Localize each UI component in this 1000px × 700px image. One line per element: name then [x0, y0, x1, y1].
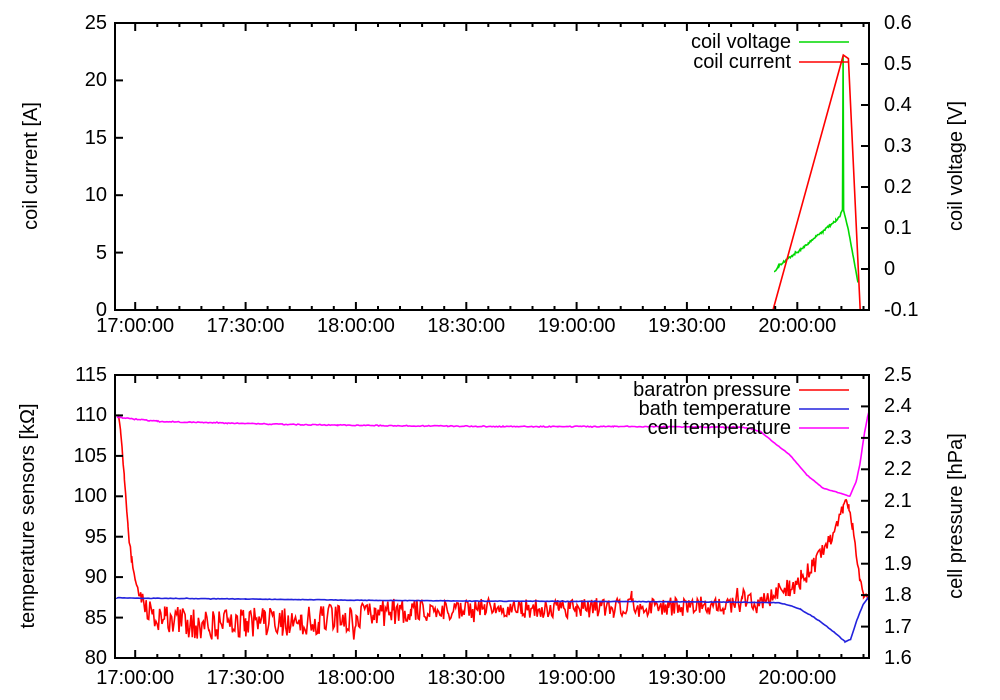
bottom-y2-tick-label: 2.2 — [884, 458, 912, 481]
series-cell-temperature — [116, 411, 870, 498]
legend-cell-temperature: cell temperature — [647, 417, 791, 439]
bottom-x-tick-label: 18:30:00 — [427, 667, 506, 689]
legend-coil-current: coil current — [693, 51, 791, 73]
legend-coil-voltage: coil voltage — [690, 31, 791, 53]
bottom-x-tick-label: 19:00:00 — [537, 667, 616, 689]
bottom-x-tick-label: 18:00:00 — [316, 667, 395, 689]
top-x-tick-label: 20:00:00 — [758, 315, 837, 337]
series-coil-current — [772, 53, 861, 311]
bottom-y2-axis-title: cell pressure [hPa] — [945, 433, 967, 599]
legend-bath-temperature: bath temperature — [638, 398, 791, 420]
top-x-tick-label: 17:00:00 — [96, 315, 175, 337]
top-y1-tick-label: 25 — [84, 12, 107, 34]
bottom-x-tick-label: 19:30:00 — [647, 667, 726, 689]
top-y2-tick-label: 0.5 — [884, 53, 912, 75]
top-y1-tick-label: 5 — [95, 241, 107, 264]
bottom-y2-tick-label: 1.6 — [884, 647, 912, 669]
bottom-y1-tick-label: 95 — [84, 525, 107, 548]
top-y2-tick-label: 0.1 — [884, 217, 912, 239]
series-bath-temperature — [116, 596, 870, 644]
bottom-y2-tick-label: 1.8 — [884, 584, 912, 607]
top-y2-tick-label: 0 — [884, 258, 896, 280]
bottom-y1-tick-label: 105 — [73, 444, 107, 467]
bottom-y2-tick-label: 2.3 — [884, 426, 912, 449]
top-y1-tick-label: 20 — [84, 69, 107, 92]
top-y1-tick-label: 15 — [84, 126, 107, 149]
bottom-y1-tick-label: 90 — [84, 566, 107, 589]
bottom-y2-tick-label: 2.4 — [884, 395, 912, 418]
top-y2-tick-label: 0.6 — [884, 12, 912, 34]
bottom-x-tick-label: 20:00:00 — [758, 667, 837, 689]
bottom-x-tick-label: 17:00:00 — [96, 667, 175, 689]
top-y2-axis-title: coil voltage [V] — [945, 100, 967, 232]
bottom-plot-axes — [114, 374, 870, 659]
top-y1-axis-title: coil current [A] — [20, 102, 42, 230]
top-y2-tick-label: 0.4 — [884, 94, 912, 116]
top-y1-tick-label: 10 — [84, 184, 107, 207]
bottom-y1-tick-label: 85 — [84, 606, 107, 629]
bottom-y2-tick-label: 1.7 — [884, 615, 912, 638]
top-x-tick-label: 18:00:00 — [316, 315, 395, 337]
bottom-y1-tick-label: 115 — [75, 364, 107, 386]
bottom-y2-tick-label: 2.5 — [884, 364, 912, 386]
top-y2-tick-label: 0.2 — [884, 176, 912, 198]
top-y2-tick-label: 0.3 — [884, 135, 912, 157]
top-x-tick-label: 17:30:00 — [206, 315, 285, 337]
legend-baratron-pressure: baratron pressure — [633, 379, 791, 401]
bottom-y1-tick-label: 80 — [84, 647, 107, 669]
series-coil-voltage — [773, 55, 859, 283]
top-x-tick-label: 19:30:00 — [647, 315, 726, 337]
bottom-y2-tick-label: 2.1 — [884, 489, 912, 512]
bottom-y2-tick-label: 1.9 — [884, 552, 912, 575]
bottom-y1-tick-label: 100 — [73, 485, 107, 508]
bottom-x-tick-label: 17:30:00 — [206, 667, 285, 689]
top-x-tick-label: 18:30:00 — [427, 315, 506, 337]
top-plot-axes — [114, 22, 870, 311]
bottom-y2-tick-label: 2 — [884, 521, 896, 544]
top-y1-tick-label: 0 — [95, 299, 107, 321]
series-baratron-pressure — [117, 414, 870, 640]
bottom-y1-axis-title: temperature sensors [kΩ] — [17, 403, 39, 629]
top-x-tick-label: 19:00:00 — [537, 315, 616, 337]
top-y2-tick-label: -0.1 — [884, 299, 919, 321]
bottom-y1-tick-label: 110 — [75, 404, 107, 427]
